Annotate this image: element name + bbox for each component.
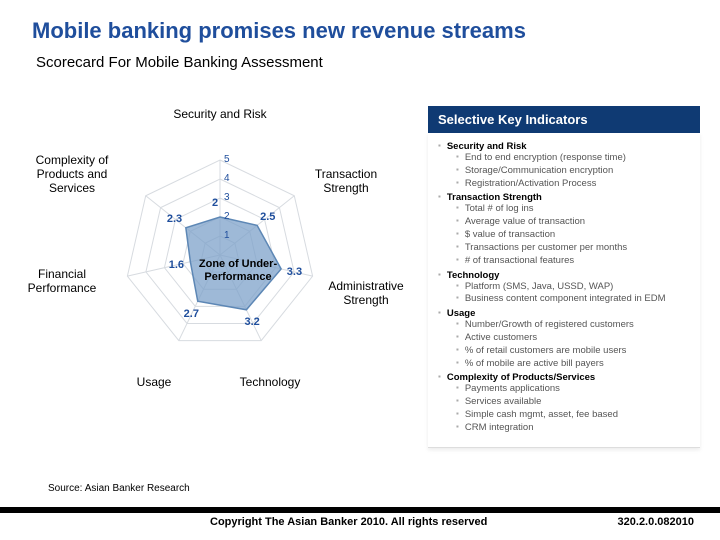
indicator-group-name: Technology bbox=[438, 270, 499, 281]
indicator-item: # of transactional features bbox=[456, 255, 690, 268]
radar-chart: 12345Security and RiskTransaction Streng… bbox=[0, 90, 420, 470]
indicators-body: Security and RiskEnd to end encryption (… bbox=[428, 133, 700, 448]
indicator-item: Platform (SMS, Java, USSD, WAP) bbox=[456, 281, 690, 294]
page-title: Mobile banking promises new revenue stre… bbox=[0, 0, 720, 44]
indicator-group-name: Security and Risk bbox=[438, 141, 527, 152]
source-note: Source: Asian Banker Research bbox=[48, 483, 190, 494]
indicator-item: Services available bbox=[456, 396, 690, 409]
footer: Copyright The Asian Banker 2010. All rig… bbox=[0, 507, 720, 528]
indicator-item: End to end encryption (response time) bbox=[456, 152, 690, 165]
radar-axis-label: Security and Risk bbox=[160, 108, 280, 122]
indicator-item: Number/Growth of registered customers bbox=[456, 319, 690, 332]
indicator-item: Total # of log ins bbox=[456, 203, 690, 216]
radar-tick: 5 bbox=[224, 154, 230, 165]
radar-axis-label: Administrative Strength bbox=[311, 280, 421, 308]
indicator-group-name: Complexity of Products/Services bbox=[438, 372, 595, 383]
indicator-group: TechnologyPlatform (SMS, Java, USSD, WAP… bbox=[438, 270, 690, 307]
radar-axis-label: Transaction Strength bbox=[296, 168, 396, 196]
copyright-text: Copyright The Asian Banker 2010. All rig… bbox=[210, 516, 487, 528]
indicator-item: Simple cash mgmt, asset, fee based bbox=[456, 409, 690, 422]
indicator-item: $ value of transaction bbox=[456, 229, 690, 242]
radar-value: 2.3 bbox=[167, 213, 182, 225]
indicator-group: Transaction StrengthTotal # of log insAv… bbox=[438, 192, 690, 267]
zone-label: Zone of Under-Performance bbox=[183, 258, 293, 284]
indicators-header: Selective Key Indicators bbox=[428, 106, 700, 133]
radar-value: 2.7 bbox=[184, 308, 199, 320]
indicator-item: Storage/Communication encryption bbox=[456, 165, 690, 178]
radar-tick: 1 bbox=[224, 230, 230, 241]
radar-value: 2.5 bbox=[260, 211, 275, 223]
indicator-item: % of mobile are active bill payers bbox=[456, 358, 690, 371]
radar-axis-label: Complexity of Products and Services bbox=[17, 154, 127, 195]
indicator-item: Average value of transaction bbox=[456, 216, 690, 229]
page-subtitle: Scorecard For Mobile Banking Assessment bbox=[0, 44, 720, 71]
indicator-group: Security and RiskEnd to end encryption (… bbox=[438, 141, 690, 190]
indicator-item: Transactions per customer per months bbox=[456, 242, 690, 255]
indicator-group: UsageNumber/Growth of registered custome… bbox=[438, 308, 690, 370]
radar-tick: 3 bbox=[224, 192, 230, 203]
indicator-group: Complexity of Products/ServicesPayments … bbox=[438, 372, 690, 434]
indicator-item: Registration/Activation Process bbox=[456, 178, 690, 191]
indicator-item: CRM integration bbox=[456, 422, 690, 435]
doc-code: 320.2.0.082010 bbox=[618, 516, 694, 528]
indicator-item: Business content component integrated in… bbox=[456, 293, 690, 306]
radar-tick: 2 bbox=[224, 211, 230, 222]
indicator-group-name: Usage bbox=[438, 308, 475, 319]
radar-value: 1.6 bbox=[169, 259, 184, 271]
indicators-panel: Selective Key Indicators Security and Ri… bbox=[428, 106, 700, 448]
radar-value: 2 bbox=[212, 197, 218, 209]
radar-axis-label: Usage bbox=[114, 376, 194, 390]
radar-axis-label: Technology bbox=[220, 376, 320, 390]
indicator-item: % of retail customers are mobile users bbox=[456, 345, 690, 358]
indicator-group-name: Transaction Strength bbox=[438, 192, 542, 203]
radar-axis-label: Financial Performance bbox=[12, 268, 112, 296]
radar-value: 3.2 bbox=[244, 316, 259, 328]
radar-tick: 4 bbox=[224, 173, 230, 184]
indicator-item: Active customers bbox=[456, 332, 690, 345]
indicator-item: Payments applications bbox=[456, 383, 690, 396]
